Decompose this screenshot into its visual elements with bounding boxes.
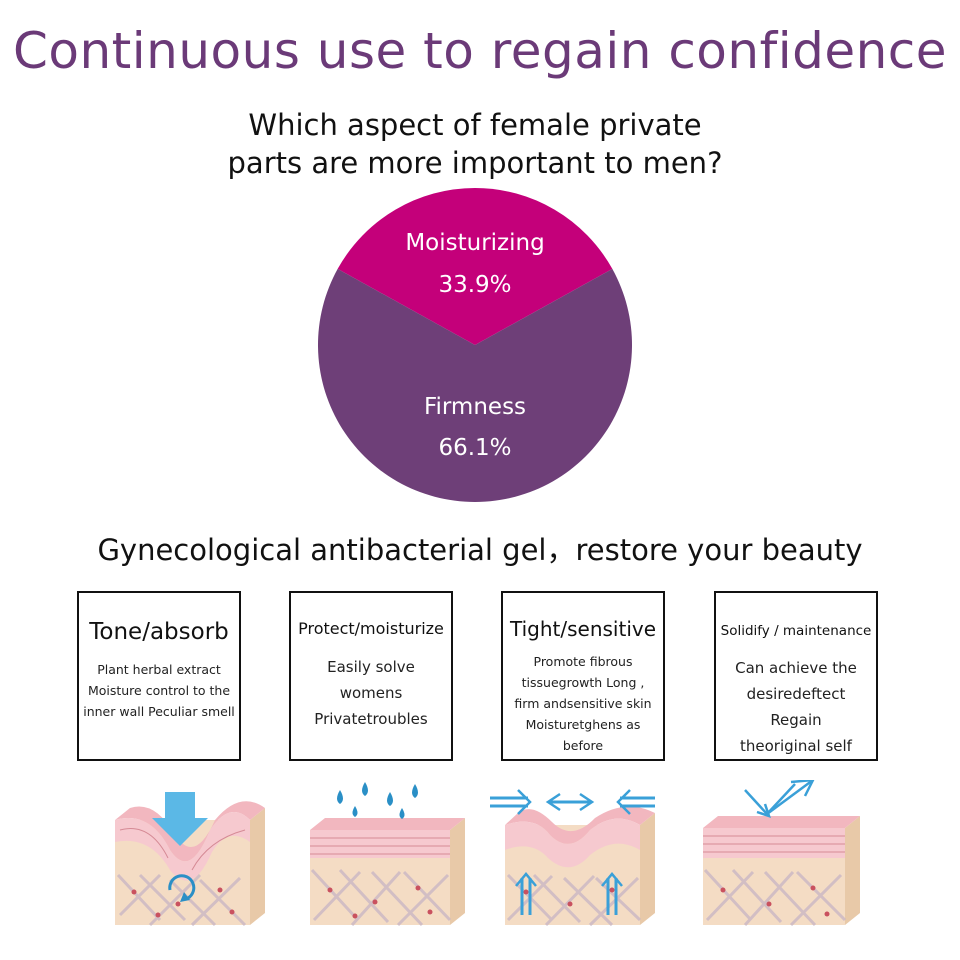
card-title: Protect/moisturize: [298, 619, 444, 638]
question-line-1: Which aspect of female private: [248, 108, 702, 142]
card-line: Easily solve womens: [327, 658, 415, 702]
skin-tighten-illustration: [490, 789, 655, 927]
card-line: Moisture control to the: [87, 683, 231, 698]
slice-label-moisturizing: Moisturizing: [405, 230, 544, 256]
slice-value-firmness: 66.1%: [438, 435, 511, 461]
benefit-card-tight: Tight/sensitive Promote fibrous tissuegr…: [501, 591, 665, 761]
skin-absorb-illustration: [115, 792, 265, 927]
card-body: Can achieve the desiredeftect Regain the…: [716, 655, 876, 759]
benefit-card-protect: Protect/moisturize Easily solve womens P…: [289, 591, 453, 761]
pie-slice-firmness: [317, 268, 632, 503]
card-body: Promote fibrous tissuegrowth Long , firm…: [503, 651, 663, 756]
card-line: Moisturetghens as before: [525, 717, 641, 753]
card-body: Plant herbal extract Moisture control to…: [79, 659, 239, 722]
benefit-card-solidify: Solidify / maintenance Can achieve the d…: [714, 591, 878, 761]
card-line: Promote fibrous: [533, 654, 633, 669]
pie-chart: Moisturizing 33.9% Firmness 66.1%: [317, 188, 632, 503]
card-line: theoriginal self: [740, 737, 852, 755]
card-title: Tight/sensitive: [509, 617, 657, 641]
card-title: Solidify / maintenance: [720, 623, 872, 639]
card-title: Tone/absorb: [89, 619, 229, 645]
card-body: Easily solve womens Privatetroubles: [291, 654, 451, 732]
skin-protect-illustration: [703, 780, 860, 927]
slice-value-moisturizing: 33.9%: [438, 272, 511, 298]
benefit-card-tone: Tone/absorb Plant herbal extract Moistur…: [77, 591, 241, 761]
slice-label-firmness: Firmness: [424, 394, 526, 420]
card-line: firm andsensitive skin: [514, 696, 652, 711]
card-line: tissuegrowth Long ,: [521, 675, 645, 690]
page-title: Continuous use to regain confidence: [12, 22, 948, 80]
chart-question: Which aspect of female private parts are…: [0, 106, 950, 182]
pie-slice-moisturizing: [337, 188, 613, 345]
product-subheading: Gynecological antibacterial gel，restore …: [97, 533, 863, 567]
card-line: Plant herbal extract: [97, 662, 221, 677]
card-line: Privatetroubles: [314, 710, 428, 728]
card-line: inner wall Peculiar smell: [83, 704, 235, 719]
question-line-2: parts are more important to men?: [227, 146, 723, 180]
skin-moisturize-illustration: [310, 782, 465, 927]
card-line: desiredeftect Regain: [746, 685, 846, 729]
card-line: Can achieve the: [735, 659, 857, 677]
